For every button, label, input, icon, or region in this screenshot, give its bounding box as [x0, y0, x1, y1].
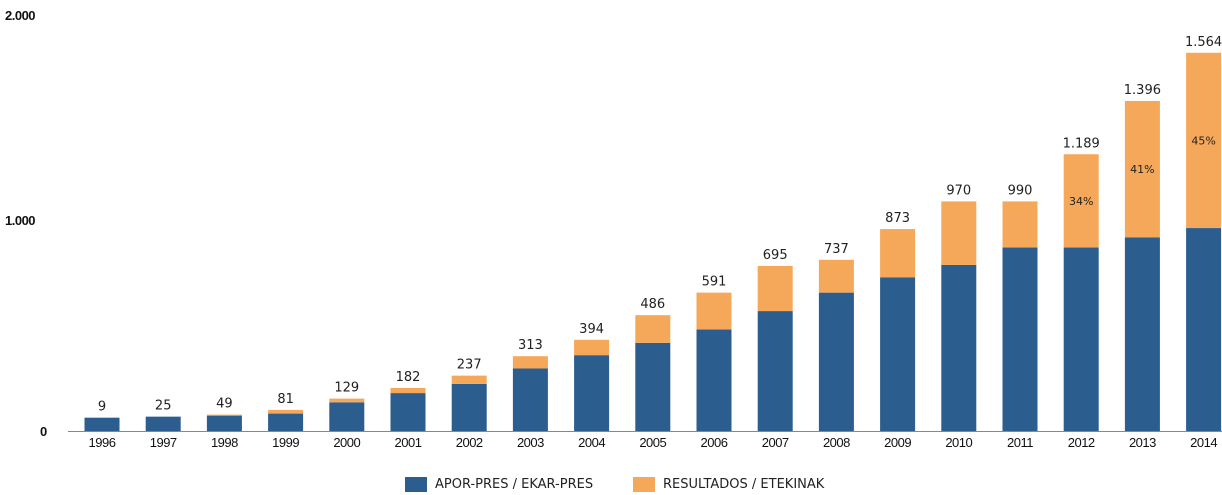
- x-tick-label-2013: 2013: [1129, 435, 1156, 450]
- bar-resultados-1999: [268, 409, 304, 414]
- total-label-2006: 591: [702, 275, 727, 290]
- bar-apor-pres-1997: [145, 416, 181, 431]
- total-label-1997: 25: [155, 399, 172, 414]
- x-tick-label-2011: 2011: [1007, 435, 1033, 450]
- bar-apor-pres-2002: [451, 383, 487, 431]
- total-label-1999: 81: [277, 392, 294, 407]
- x-tick-label-2003: 2003: [517, 435, 544, 450]
- legend-label-apor-pres: APOR-PRES / EKAR-PRES: [435, 477, 594, 492]
- percent-label-2012: 34%: [1069, 195, 1093, 208]
- bar-apor-pres-1996: [84, 417, 120, 431]
- bar-resultados-2006: [696, 292, 732, 330]
- total-label-2004: 394: [579, 322, 604, 337]
- y-tick-label: 2.000: [5, 8, 35, 23]
- x-tick-label-2004: 2004: [578, 435, 605, 450]
- bar-apor-pres-2013: [1124, 237, 1160, 431]
- x-tick-label-1999: 1999: [272, 435, 299, 450]
- total-label-2012: 1.189: [1063, 136, 1100, 151]
- bar-resultados-2013: [1124, 100, 1160, 238]
- x-tick-label-1998: 1998: [211, 435, 238, 450]
- x-tick-label-2002: 2002: [456, 435, 483, 450]
- total-label-2013: 1.396: [1124, 83, 1161, 98]
- x-tick-label-2010: 2010: [945, 435, 972, 450]
- x-tick-label-2008: 2008: [823, 435, 850, 450]
- bar-apor-pres-2007: [757, 311, 793, 431]
- x-tick-label-2009: 2009: [884, 435, 911, 450]
- x-tick-label-2001: 2001: [395, 435, 422, 450]
- y-tick-label: 1.000: [5, 213, 35, 228]
- percent-label-2013: 41%: [1130, 163, 1154, 176]
- total-label-2011: 990: [1008, 183, 1033, 198]
- x-tick-label-2007: 2007: [762, 435, 789, 450]
- bar-resultados-2002: [451, 375, 487, 384]
- total-label-1996: 9: [98, 400, 106, 415]
- bar-apor-pres-2010: [941, 264, 977, 431]
- bar-apor-pres-1998: [206, 415, 242, 431]
- x-tick-label-2012: 2012: [1068, 435, 1095, 450]
- total-label-2014: 1.564: [1185, 35, 1222, 50]
- total-label-2003: 313: [518, 338, 543, 353]
- bar-resultados-2007: [757, 265, 793, 312]
- bar-apor-pres-2000: [329, 402, 365, 431]
- x-tick-label-2005: 2005: [639, 435, 666, 450]
- bar-apor-pres-2014: [1186, 228, 1222, 431]
- legend-item-resultados: RESULTADOS / ETEKINAK: [633, 477, 824, 492]
- bar-resultados-2009: [880, 229, 916, 278]
- bar-apor-pres-2005: [635, 342, 671, 431]
- bar-apor-pres-2003: [512, 368, 548, 431]
- bar-resultados-2005: [635, 315, 671, 343]
- bar-apor-pres-2006: [696, 329, 732, 431]
- x-tick-label-2006: 2006: [701, 435, 728, 450]
- y-tick-label: 0: [40, 424, 47, 439]
- stacked-bar-chart: 0 1.000 2.000 9 1996 25 1997 49 1998 81 1999 129 200…: [5, 8, 1222, 450]
- legend-item-apor-pres: APOR-PRES / EKAR-PRES: [405, 477, 593, 492]
- total-label-2001: 182: [396, 370, 421, 385]
- legend-swatch-apor-pres: [405, 477, 427, 492]
- percent-label-2014: 45%: [1191, 134, 1215, 147]
- bar-resultados-2000: [329, 398, 365, 403]
- total-label-2009: 873: [885, 211, 910, 226]
- total-label-2000: 129: [334, 381, 359, 396]
- bar-resultados-2012: [1063, 154, 1099, 248]
- bar-apor-pres-2009: [880, 277, 916, 431]
- total-label-1998: 49: [216, 397, 233, 412]
- legend: APOR-PRES / EKAR-PRES RESULTADOS / ETEKI…: [0, 477, 1222, 495]
- legend-swatch-resultados: [633, 477, 655, 492]
- x-tick-label-1996: 1996: [89, 435, 116, 450]
- x-tick-label-2014: 2014: [1190, 435, 1217, 450]
- bar-resultados-2014: [1186, 52, 1222, 229]
- total-label-2002: 237: [457, 358, 482, 373]
- total-label-2010: 970: [946, 183, 971, 198]
- x-tick-label-2000: 2000: [333, 435, 360, 450]
- bar-resultados-2004: [574, 339, 610, 356]
- bar-resultados-2008: [818, 259, 854, 293]
- bar-apor-pres-2004: [574, 355, 610, 431]
- bar-resultados-2003: [512, 356, 548, 369]
- bar-resultados-2011: [1002, 201, 1038, 248]
- total-label-2007: 695: [763, 248, 788, 263]
- x-tick-label-1997: 1997: [150, 435, 177, 450]
- total-label-2005: 486: [640, 297, 665, 312]
- bar-resultados-1998: [206, 414, 242, 416]
- bar-apor-pres-2008: [818, 292, 854, 431]
- bar-apor-pres-1999: [268, 413, 304, 431]
- legend-label-resultados: RESULTADOS / ETEKINAK: [663, 477, 825, 492]
- bar-apor-pres-2011: [1002, 247, 1038, 431]
- bar-apor-pres-2001: [390, 393, 426, 431]
- bar-apor-pres-2012: [1063, 247, 1099, 431]
- bar-resultados-2001: [390, 387, 426, 394]
- bar-resultados-2010: [941, 201, 977, 265]
- total-label-2008: 737: [824, 242, 849, 257]
